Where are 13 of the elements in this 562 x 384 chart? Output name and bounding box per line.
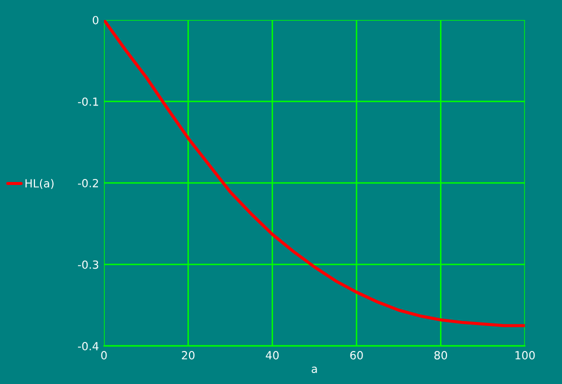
x-tick-label: 100 bbox=[516, 351, 535, 360]
x-axis-title: a bbox=[312, 366, 317, 373]
x-tick-label: 0 bbox=[101, 351, 107, 360]
legend-label: HL(a) bbox=[26, 178, 54, 189]
y-tick-label: -0.2 bbox=[78, 178, 98, 188]
x-tick-label: 80 bbox=[434, 351, 448, 360]
x-tick-label: 40 bbox=[266, 351, 279, 360]
y-tick-label: 0 bbox=[92, 16, 98, 24]
x-tick-label: 60 bbox=[350, 351, 363, 360]
y-tick-label: -0.1 bbox=[78, 97, 98, 106]
x-tick-label: 20 bbox=[182, 351, 194, 360]
y-tick-label: -0.4 bbox=[78, 342, 98, 350]
y-tick-label: -0.3 bbox=[78, 260, 98, 269]
